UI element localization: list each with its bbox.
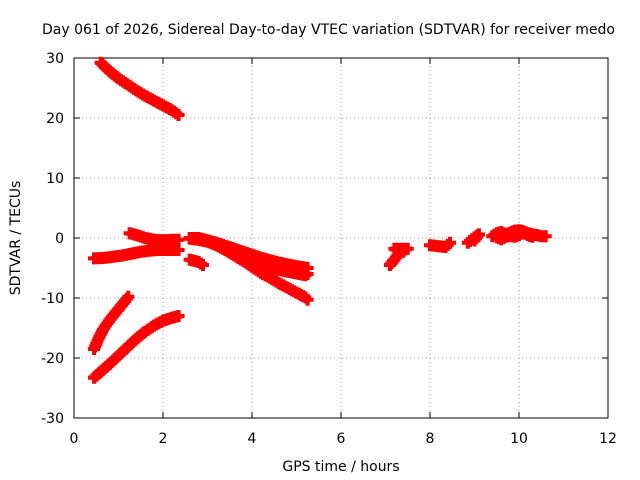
data-series-10	[237, 251, 312, 282]
data-series-5	[88, 310, 185, 384]
x-tick-label: 8	[426, 431, 435, 447]
data-series-6	[183, 253, 210, 271]
y-tick-label: 20	[46, 111, 64, 127]
data-point	[172, 244, 185, 256]
data-point	[165, 104, 183, 120]
y-tick-label: 30	[46, 51, 64, 67]
data-point	[301, 293, 314, 306]
data-point	[495, 232, 510, 246]
data-series-3	[88, 244, 185, 265]
data-point	[539, 230, 552, 243]
data-point	[172, 310, 185, 322]
axis-ticks: 0 2 4 6 8 10 12 -30 -20 -10 0 10 20 30	[41, 51, 617, 447]
data-point	[513, 227, 528, 241]
data-point	[197, 259, 210, 271]
data-series	[88, 56, 552, 384]
data-point	[114, 296, 130, 313]
y-tick-label: -10	[41, 291, 64, 307]
data-series-2	[123, 227, 185, 247]
data-series-12	[424, 236, 457, 253]
x-tick-label: 12	[599, 431, 617, 447]
data-series-15	[490, 226, 539, 246]
chart-title: Day 061 of 2026, Sidereal Day-to-day VTE…	[42, 22, 615, 38]
data-series-13	[461, 228, 485, 249]
data-point	[526, 230, 539, 243]
data-point	[192, 256, 207, 270]
y-tick-label: -20	[41, 351, 64, 367]
data-point	[397, 245, 410, 258]
x-axis-label: GPS time / hours	[282, 459, 399, 475]
data-series-1	[94, 56, 185, 121]
x-tick-label: 10	[510, 431, 528, 447]
data-point	[172, 233, 185, 246]
data-series-11	[383, 242, 414, 271]
y-tick-label: -30	[41, 411, 64, 427]
data-point	[105, 307, 121, 324]
data-point	[468, 234, 481, 247]
data-point	[299, 269, 312, 282]
data-point	[383, 255, 399, 271]
data-point	[122, 290, 135, 303]
data-point	[517, 226, 532, 240]
data-point	[119, 292, 133, 307]
data-point	[495, 226, 510, 240]
data-point	[444, 236, 457, 249]
data-point	[172, 109, 185, 121]
data-point	[96, 319, 112, 336]
y-tick-label: 10	[46, 171, 64, 187]
x-tick-label: 2	[159, 431, 168, 447]
x-tick-label: 6	[337, 431, 346, 447]
data-point	[388, 249, 404, 266]
data-point	[439, 238, 454, 253]
data-series-4	[88, 290, 135, 355]
x-tick-label: 4	[248, 431, 257, 447]
y-tick-label: 0	[55, 231, 64, 247]
data-point	[469, 228, 485, 245]
y-axis-label: SDTVAR / TECUs	[8, 181, 24, 296]
data-point	[110, 302, 126, 318]
data-point	[461, 235, 477, 249]
data-point	[101, 313, 117, 330]
x-tick-label: 0	[70, 431, 79, 447]
